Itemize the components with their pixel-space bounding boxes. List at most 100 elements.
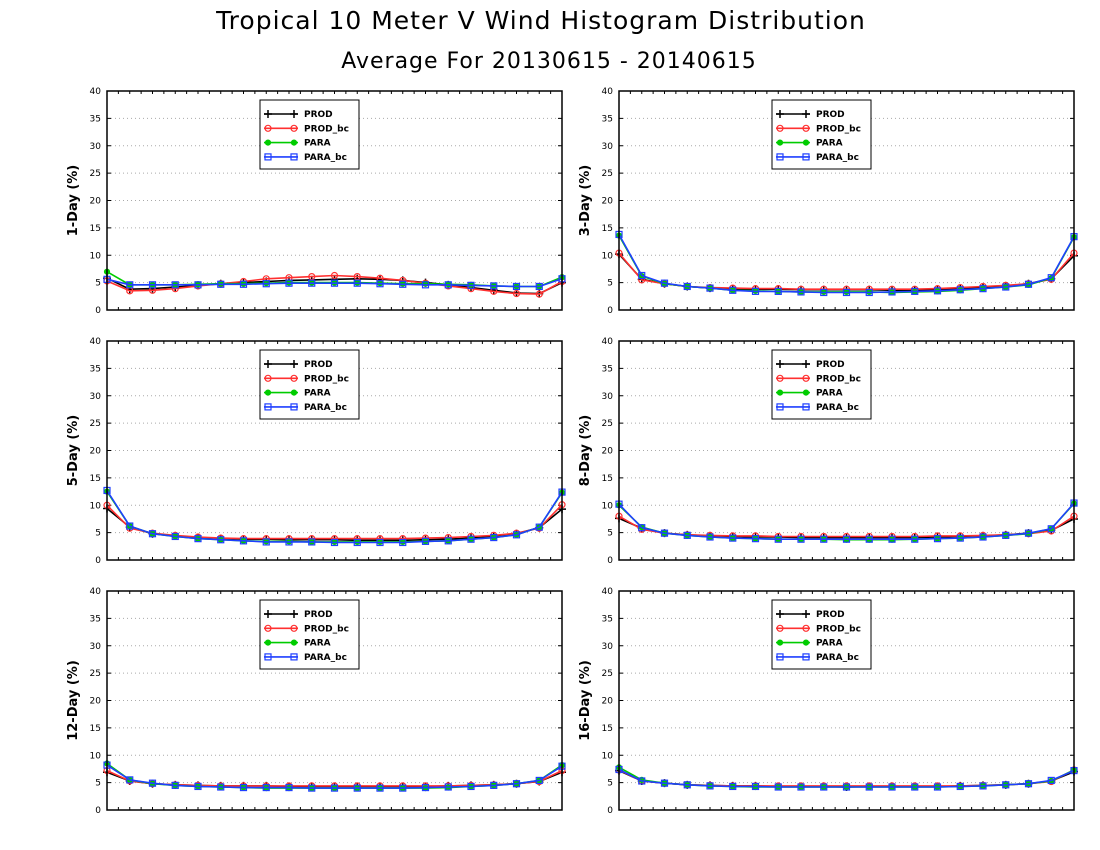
y-tick-label: 35 <box>602 364 613 374</box>
y-tick-label: 25 <box>602 419 613 429</box>
legend-label: PARA_bc <box>816 153 859 163</box>
data-point <box>797 783 805 791</box>
y-tick-label: 15 <box>602 724 613 734</box>
legend-marker <box>264 360 272 368</box>
legend-label: PARA <box>304 139 331 149</box>
legend-marker <box>802 124 810 132</box>
data-point <box>330 538 339 547</box>
data-point <box>956 782 964 791</box>
legend-label: PARA_bc <box>304 653 347 663</box>
legend-label: PROD <box>816 110 845 120</box>
data-point <box>888 288 896 296</box>
y-tick-label: 35 <box>602 614 613 624</box>
panels-container: 0 5 10 15 20 25 30 35 40 1-Day (%) PROD PROD_bc PARA… <box>66 87 1078 816</box>
data-point <box>797 288 805 296</box>
y-tick-label: 5 <box>95 529 101 539</box>
data-point <box>956 534 964 542</box>
legend: PROD PROD_bc PARA PARA_bc <box>771 599 872 670</box>
legend-marker <box>776 360 784 368</box>
legend-marker <box>290 153 298 161</box>
plot-frame <box>618 90 1075 311</box>
y-tick-label: 10 <box>602 751 614 761</box>
legend-marker <box>802 139 810 146</box>
data-point <box>774 287 782 295</box>
data-point <box>444 783 452 791</box>
data-point <box>421 281 430 289</box>
y-axis-label: 3-Day (%) <box>578 165 593 237</box>
plot-frame <box>618 590 1075 811</box>
data-point <box>911 287 919 295</box>
data-point <box>148 281 157 289</box>
series-line <box>618 768 1075 788</box>
legend-marker <box>264 374 272 382</box>
data-point <box>729 782 737 791</box>
legend: PROD PROD_bc PARA PARA_bc <box>259 349 360 420</box>
data-point <box>399 280 407 288</box>
data-point <box>660 529 669 537</box>
data-point <box>126 522 134 530</box>
data-point <box>683 781 691 789</box>
data-point <box>774 535 782 543</box>
legend-label: PROD_bc <box>816 374 861 384</box>
legend-marker <box>264 139 272 146</box>
data-point <box>467 281 475 289</box>
data-point <box>797 535 805 543</box>
data-point <box>979 782 987 790</box>
legend-marker <box>776 653 784 661</box>
data-point <box>911 535 919 543</box>
data-point <box>467 535 475 543</box>
y-tick-label: 40 <box>90 87 102 97</box>
data-point <box>729 286 737 294</box>
y-tick-label: 15 <box>90 224 101 234</box>
legend-marker <box>264 153 272 161</box>
legend-label: PARA_bc <box>304 153 347 163</box>
data-point <box>1024 280 1033 288</box>
data-point <box>262 538 270 546</box>
plot-frame <box>106 90 563 311</box>
y-axis-label: 1-Day (%) <box>66 165 81 237</box>
data-point <box>490 533 498 542</box>
y-tick-label: 30 <box>602 392 614 402</box>
data-point <box>706 533 714 541</box>
chart-panel-1: 0 5 10 15 20 25 30 35 40 1-Day (%) PROD PROD_bc PARA… <box>66 87 566 316</box>
data-point <box>217 536 225 544</box>
data-point <box>444 281 452 289</box>
y-tick-label: 0 <box>95 306 101 316</box>
data-point <box>911 783 919 791</box>
legend-label: PROD_bc <box>304 374 349 384</box>
legend: PROD PROD_bc PARA PARA_bc <box>259 599 360 670</box>
legend-label: PARA <box>304 639 331 649</box>
data-point <box>126 281 134 289</box>
data-point <box>820 535 828 543</box>
series-line <box>106 490 563 544</box>
data-point <box>535 776 543 785</box>
data-point <box>729 534 737 542</box>
y-tick-label: 0 <box>607 556 613 566</box>
legend-label: PARA <box>304 389 331 399</box>
y-tick-label: 30 <box>602 142 614 152</box>
chart-panel-6: 0 5 10 15 20 25 30 35 40 16-Day (%) PROD PROD_bc PAR… <box>578 587 1078 816</box>
y-tick-label: 5 <box>95 279 101 289</box>
data-point <box>842 535 851 543</box>
legend-marker <box>776 139 784 146</box>
data-point <box>535 282 543 291</box>
data-point <box>660 779 669 787</box>
legend-label: PARA <box>816 139 843 149</box>
data-point <box>865 535 873 543</box>
data-point <box>490 282 498 290</box>
y-tick-label: 40 <box>90 337 102 347</box>
legend-marker <box>802 374 810 382</box>
series-para-bc <box>615 499 1078 543</box>
data-point <box>979 533 987 541</box>
legend-label: PARA <box>816 389 843 399</box>
data-point <box>933 535 942 543</box>
y-tick-label: 35 <box>90 114 101 124</box>
data-point <box>683 531 691 539</box>
legend-marker <box>802 403 810 411</box>
series-para <box>615 764 1078 791</box>
y-tick-label: 20 <box>602 197 614 207</box>
y-axis-label: 5-Day (%) <box>66 415 81 487</box>
legend-marker <box>290 610 298 618</box>
legend: PROD PROD_bc PARA PARA_bc <box>771 99 872 170</box>
data-point <box>706 782 714 790</box>
